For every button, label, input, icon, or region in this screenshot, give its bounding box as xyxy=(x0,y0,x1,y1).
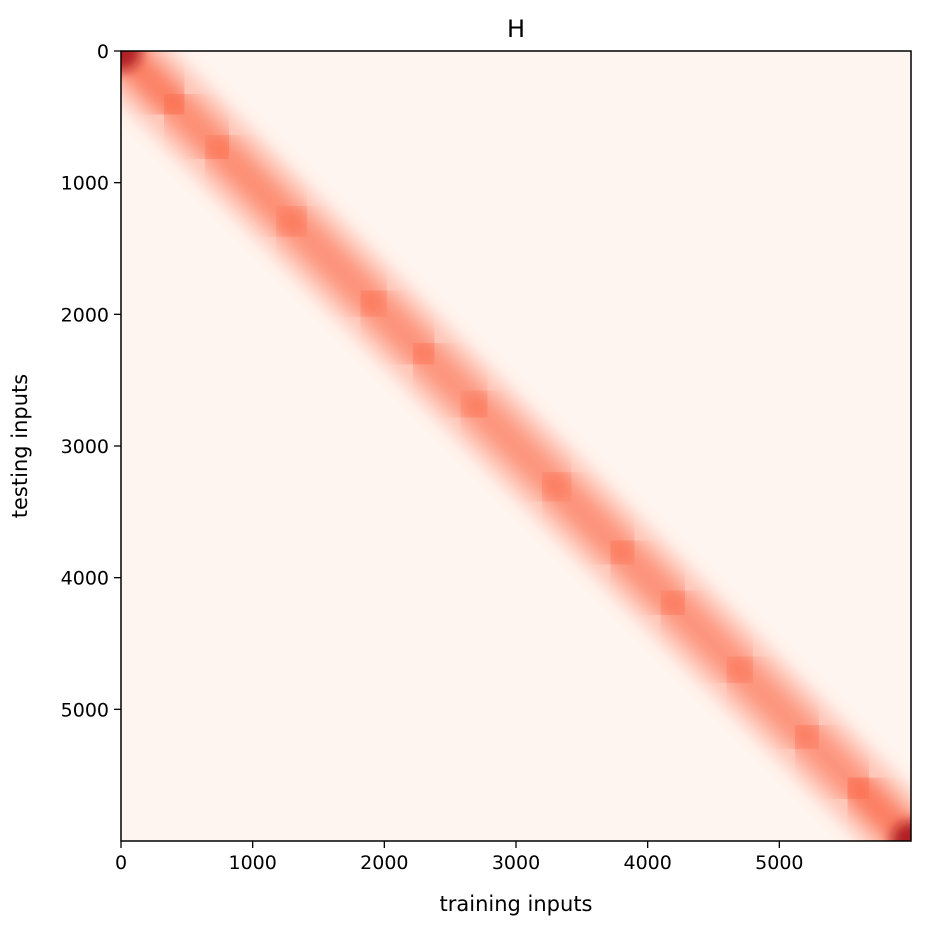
y-axis: 0 1000 2000 3000 4000 5000 xyxy=(61,41,121,721)
x-tick-label: 0 xyxy=(115,852,127,874)
x-tick-label: 2000 xyxy=(360,852,408,874)
y-axis-label: testing inputs xyxy=(8,374,32,518)
diagonal-band xyxy=(121,51,911,841)
x-axis-label: training inputs xyxy=(440,892,593,916)
y-tick-label: 1000 xyxy=(61,173,109,195)
chart-title: H xyxy=(507,15,525,43)
band-peak-end xyxy=(891,821,911,841)
y-tick-label: 0 xyxy=(97,41,109,63)
y-tick-label: 2000 xyxy=(61,304,109,326)
x-tick-label: 1000 xyxy=(228,852,276,874)
x-axis: 0 1000 2000 3000 4000 5000 xyxy=(115,841,804,874)
y-tick-label: 4000 xyxy=(61,568,109,590)
plot-area xyxy=(120,50,912,842)
x-tick-label: 5000 xyxy=(755,852,803,874)
band-segment xyxy=(202,132,310,240)
x-tick-label: 3000 xyxy=(492,852,540,874)
y-tick-label: 5000 xyxy=(61,699,109,721)
band-segment xyxy=(275,205,389,319)
x-tick-label: 4000 xyxy=(623,852,671,874)
band-peak-start xyxy=(121,51,141,71)
y-tick-label: 3000 xyxy=(61,436,109,458)
band-segment xyxy=(459,389,573,503)
